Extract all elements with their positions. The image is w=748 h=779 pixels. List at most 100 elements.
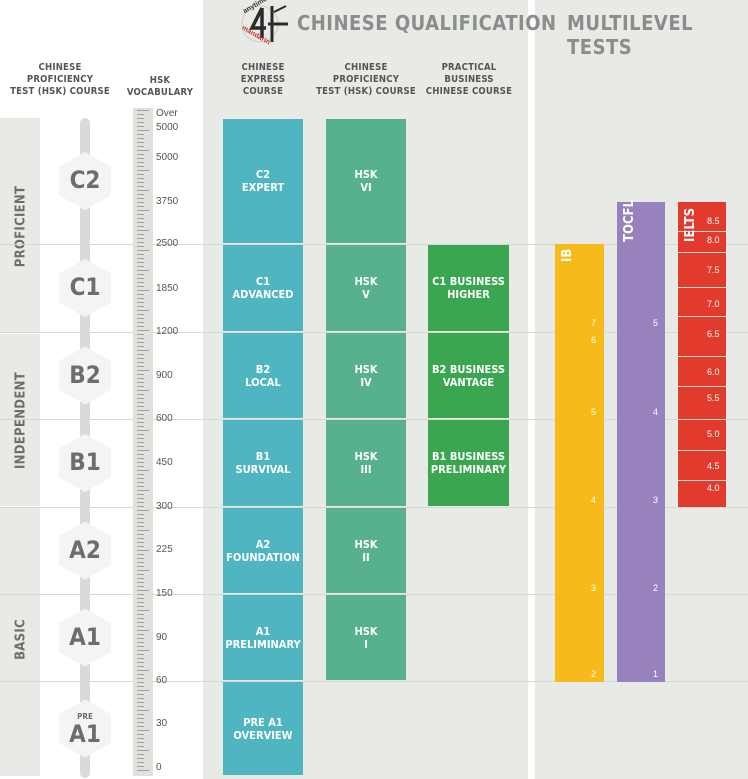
express-block-line1: B1 <box>255 450 271 463</box>
ruler-tick <box>137 538 144 539</box>
express-block-line2: EXPERT <box>241 181 285 194</box>
ib-score: 2 <box>591 669 597 679</box>
ruler-tick <box>137 546 144 547</box>
ruler-tick <box>137 326 144 327</box>
hsk-block-line2: IV <box>360 375 372 389</box>
ruler-tick <box>137 746 144 747</box>
band-independent <box>0 334 40 506</box>
ielts-title: IELTS <box>683 207 698 242</box>
tocfl-bar <box>617 202 665 682</box>
ruler-tick <box>137 242 144 243</box>
level-code: B2 <box>69 360 101 389</box>
hsk-block-line1: HSK <box>354 450 378 463</box>
ruler-tick <box>137 150 149 151</box>
express-block: A2 FOUNDATION <box>223 508 303 593</box>
ielts-score: 4.5 <box>707 461 720 471</box>
ruler-tick <box>137 414 144 415</box>
ruler-tick <box>137 134 144 135</box>
level-hex-pre-a1: PRE A1 <box>59 699 111 758</box>
vocab-value: 900 <box>156 370 173 381</box>
ruler-tick <box>137 726 144 727</box>
ruler-tick <box>137 598 144 599</box>
hsk-block-line1: HSK <box>354 362 378 376</box>
divider-line <box>0 507 748 508</box>
ruler-tick <box>137 574 144 575</box>
ruler-tick <box>137 110 149 111</box>
ruler-tick <box>137 214 144 215</box>
tocfl-score: 1 <box>653 669 659 679</box>
business-block-line1: B2 BUSINESS <box>431 362 506 376</box>
ruler-tick <box>137 706 144 707</box>
ruler-tick <box>137 518 144 519</box>
ielts-separator <box>678 419 726 420</box>
ruler-tick <box>137 210 149 211</box>
vocab-value: 90 <box>156 632 168 643</box>
divider-line <box>0 419 748 420</box>
ruler-tick <box>137 454 144 455</box>
ruler-tick <box>137 678 144 679</box>
ruler-tick <box>137 186 144 187</box>
ruler-tick <box>137 238 144 239</box>
ruler-tick <box>137 182 144 183</box>
ruler-tick <box>137 530 149 531</box>
ruler-tick <box>137 702 144 703</box>
ruler-tick <box>137 118 144 119</box>
express-block-line1: PRE A1 <box>243 715 283 729</box>
ruler-tick <box>137 490 149 491</box>
ruler-tick <box>137 410 149 411</box>
hsk-block-line2: I <box>364 637 368 651</box>
business-block: B1 BUSINESS PRELIMINARY <box>428 420 509 506</box>
ruler-tick <box>137 762 144 763</box>
ruler-tick <box>137 322 144 323</box>
ruler-tick <box>137 450 149 451</box>
ruler-tick <box>137 534 144 535</box>
ruler-tick <box>137 586 144 587</box>
ruler-tick <box>137 306 144 307</box>
ruler-tick <box>137 742 144 743</box>
ruler-tick <box>137 734 144 735</box>
express-block: B1 SURVIVAL <box>223 420 303 506</box>
ruler-tick <box>137 606 144 607</box>
level-code: A2 <box>69 535 101 564</box>
express-block-line2: SURVIVAL <box>235 463 291 476</box>
ruler-tick <box>137 562 144 563</box>
ib-bar <box>555 244 604 682</box>
business-block-line2: PRELIMINARY <box>430 463 507 476</box>
vocab-value: 5000 <box>156 122 179 133</box>
ruler-tick <box>137 750 149 751</box>
ruler-tick <box>137 222 144 223</box>
ruler-tick <box>137 370 149 371</box>
ruler-tick <box>137 422 144 423</box>
business-block-line2: HIGHER <box>447 288 490 301</box>
ruler-tick <box>137 254 144 255</box>
ruler-tick <box>137 262 144 263</box>
level-pre-label: PRE <box>77 711 93 721</box>
band-basic <box>0 508 40 776</box>
level-code: A1 <box>69 622 101 651</box>
ruler-tick <box>137 350 149 351</box>
level-code: B1 <box>69 448 101 476</box>
ruler-tick <box>137 486 144 487</box>
ruler-tick <box>137 174 144 175</box>
ruler-tick <box>137 622 144 623</box>
ruler-tick <box>137 650 149 651</box>
ruler-tick <box>137 158 144 159</box>
vocab-value: 2500 <box>156 238 179 249</box>
ruler-tick <box>137 462 144 463</box>
ruler-tick <box>137 710 149 711</box>
vocab-value: Over <box>156 108 178 119</box>
hsk-block-line1: HSK <box>354 168 378 181</box>
ruler-tick <box>137 682 144 683</box>
ruler-tick <box>137 406 144 407</box>
hsk-block-line2: III <box>360 463 372 476</box>
ruler-tick <box>137 170 149 171</box>
band-label-proficient: PROFICIENT <box>13 185 29 268</box>
ruler-tick <box>137 570 149 571</box>
level-hex-b2: B2 <box>59 346 111 405</box>
ruler-tick <box>137 334 144 335</box>
express-block-line2: FOUNDATION <box>226 550 300 564</box>
ielts-score: 7.5 <box>707 265 720 275</box>
ruler-tick <box>137 626 144 627</box>
vocab-value: 5000 <box>156 152 179 163</box>
tocfl-title: TOCFL <box>622 200 637 242</box>
